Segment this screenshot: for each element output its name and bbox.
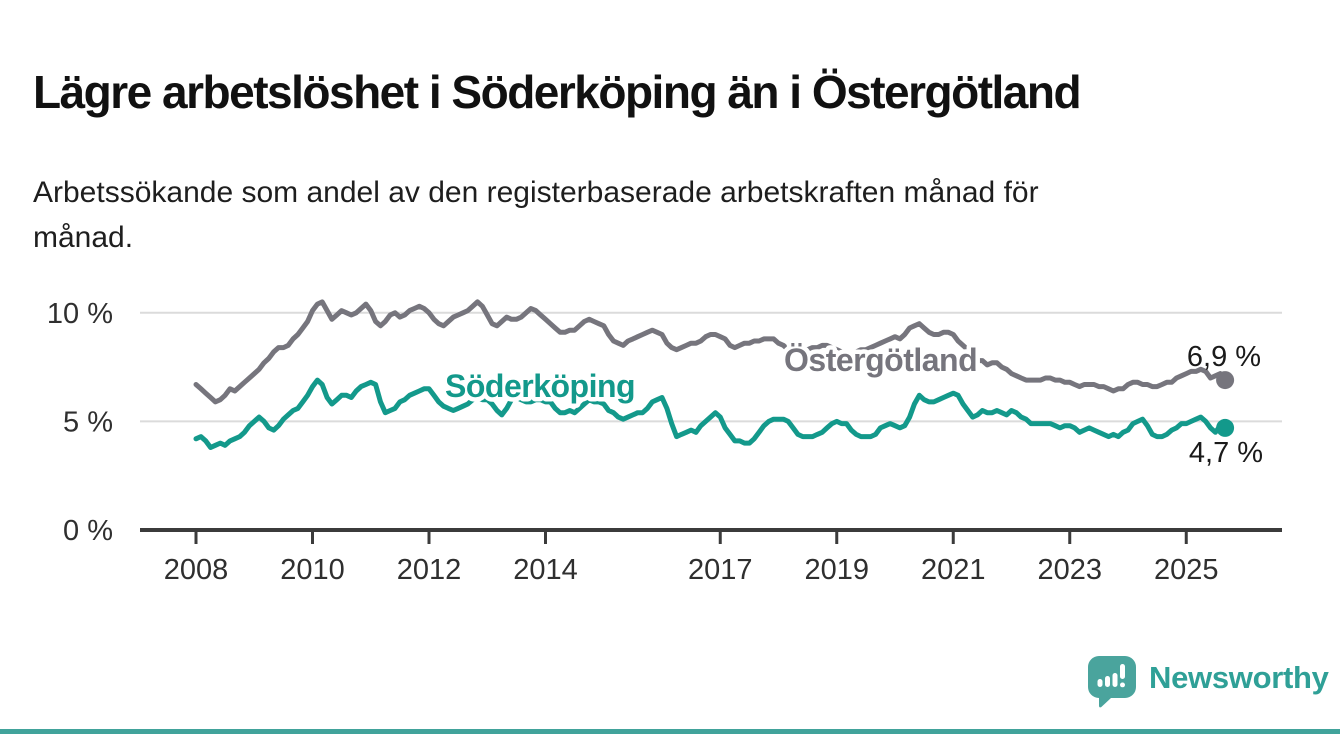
series-end-value: 6,9 % — [1187, 341, 1261, 373]
series-end-dot — [1216, 371, 1235, 390]
series-end-value: 4,7 % — [1189, 437, 1263, 469]
chart-subtitle: Arbetssökande som andel av den registerb… — [33, 170, 1263, 260]
y-axis-label: 5 % — [63, 406, 113, 438]
y-axis-label: 10 % — [47, 298, 113, 330]
y-axis-label: 0 % — [63, 515, 113, 547]
subtitle-line-2: månad. — [33, 221, 134, 254]
series-line-ostergotland — [193, 299, 1228, 405]
x-axis-label: 2025 — [1154, 554, 1219, 586]
x-axis-label: 2021 — [921, 554, 986, 586]
x-axis-label: 2014 — [513, 554, 578, 586]
series-line-soderkoping — [193, 377, 1228, 450]
subtitle-line-1: Arbetssökande som andel av den registerb… — [33, 176, 1039, 209]
brand-footer: Newsworthy — [1088, 656, 1329, 713]
x-axis-label: 2012 — [397, 554, 462, 586]
brand-name: Newsworthy — [1149, 660, 1329, 695]
series-inline-label: Östergötland — [784, 342, 977, 378]
x-axis-label: 2023 — [1037, 554, 1102, 586]
x-axis-label: 2019 — [804, 554, 869, 586]
newsworthy-logo-icon — [1088, 656, 1136, 713]
x-axis-label: 2017 — [688, 554, 753, 586]
page-title: Lägre arbetslöshet i Söderköping än i Ös… — [33, 65, 1082, 118]
series-inline-label: Söderköping — [445, 368, 635, 404]
series-end-dot — [1216, 418, 1235, 437]
x-axis-label: 2010 — [280, 554, 345, 586]
bottom-accent-bar — [0, 729, 1340, 734]
x-axis-label: 2008 — [164, 554, 229, 586]
